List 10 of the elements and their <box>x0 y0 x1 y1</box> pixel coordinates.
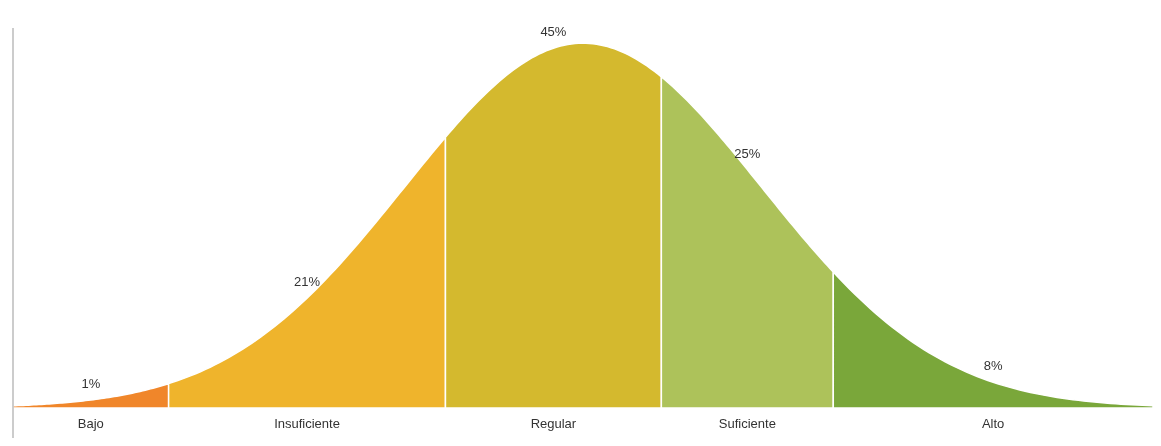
category-label: Suficiente <box>718 416 776 431</box>
category-label: Insuficiente <box>274 416 340 431</box>
category-label: Regular <box>530 416 577 431</box>
category-label: Alto <box>981 416 1005 431</box>
data-label: 8% <box>983 358 1003 374</box>
data-label: 45% <box>540 24 567 40</box>
data-label: 1% <box>81 375 101 391</box>
category-label: Bajo <box>77 416 104 431</box>
data-label: 25% <box>734 145 761 161</box>
data-label: 21% <box>294 274 321 290</box>
